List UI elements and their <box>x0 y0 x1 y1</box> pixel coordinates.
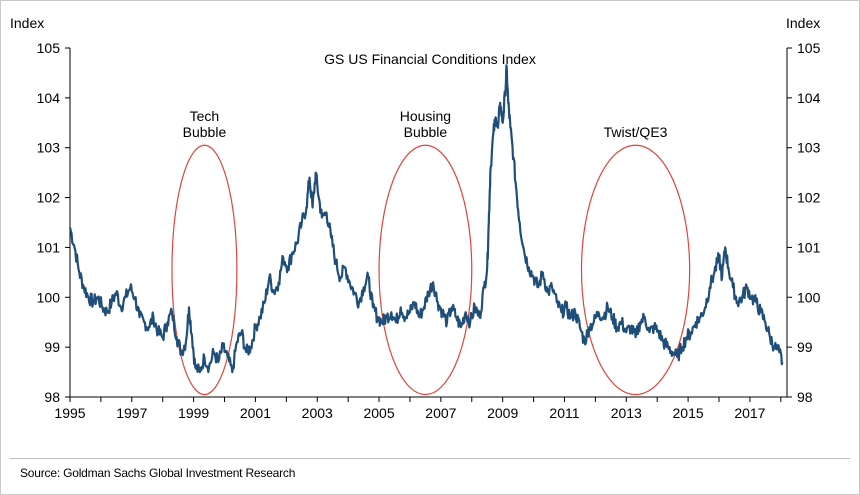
x-tick-label: 1999 <box>178 405 209 421</box>
y-tick-label-left: 105 <box>37 40 61 56</box>
axes-layer: 98 98 99 99 100 100 101 101 102 102 103 103 104 104 10… <box>37 40 821 421</box>
y-tick-label-left: 104 <box>37 90 61 106</box>
x-tick-label: 2005 <box>363 405 394 421</box>
series-layer <box>68 64 784 374</box>
y-tick-label-right: 98 <box>797 389 813 405</box>
y-tick-label-right: 105 <box>797 40 821 56</box>
x-tick-label: 1995 <box>54 405 85 421</box>
x-tick-label: 2003 <box>302 405 333 421</box>
x-tick-label: 2001 <box>240 405 271 421</box>
chart-title: GS US Financial Conditions Index <box>324 51 536 67</box>
x-tick-label: 2011 <box>549 405 579 421</box>
y-tick-label-right: 103 <box>797 140 821 156</box>
annotation-ellipse <box>580 144 691 396</box>
y-tick-label-left: 102 <box>37 190 61 206</box>
annotation-label: Bubble <box>404 124 448 140</box>
y-tick-label-right: 104 <box>797 90 821 106</box>
y-tick-label-left: 100 <box>37 289 61 305</box>
annotation-label: Bubble <box>183 124 227 140</box>
source-note: Source: Goldman Sachs Global Investment … <box>20 466 296 480</box>
x-tick-label: 1997 <box>116 405 147 421</box>
annotation-label: Tech <box>190 108 220 124</box>
y-axis-title-left: Index <box>10 15 44 31</box>
annotation-label: Twist/QE3 <box>604 124 668 140</box>
annotation-ellipse <box>378 144 473 396</box>
y-tick-label-right: 102 <box>797 190 821 206</box>
x-tick-label: 2017 <box>734 405 765 421</box>
x-tick-label: 2015 <box>673 405 704 421</box>
y-tick-label-left: 98 <box>44 389 60 405</box>
y-tick-label-left: 99 <box>44 339 60 355</box>
x-tick-label: 2009 <box>487 405 518 421</box>
annotation-label: Housing <box>400 108 451 124</box>
annotation-ellipse <box>171 144 238 396</box>
y-tick-label-left: 101 <box>37 239 61 255</box>
y-tick-label-right: 99 <box>797 339 813 355</box>
y-tick-label-right: 101 <box>797 239 821 255</box>
series-line <box>68 64 784 374</box>
x-tick-label: 2007 <box>425 405 456 421</box>
y-tick-label-left: 103 <box>37 140 61 156</box>
x-tick-label: 2013 <box>611 405 642 421</box>
footer-divider <box>10 458 850 459</box>
y-axis-title-right: Index <box>786 15 820 31</box>
y-tick-label-right: 100 <box>797 289 821 305</box>
